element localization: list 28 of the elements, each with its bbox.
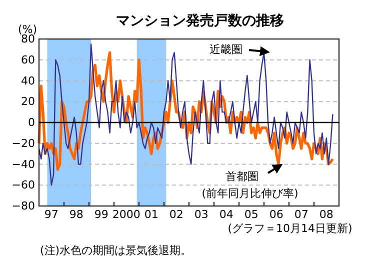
x-tick-label: 97	[44, 208, 58, 221]
y-tick-label: −40	[12, 158, 35, 171]
chart-title: マンション発売戸数の推移	[116, 13, 284, 29]
x-tick-label: 03	[194, 208, 208, 221]
text: (グラフ＝10月14日更新)	[228, 222, 352, 235]
y-tick-label: 40	[21, 74, 35, 88]
series-label: 首都圏	[226, 170, 258, 183]
x-tick-label: 06	[269, 208, 284, 221]
x-tick-label: 02	[169, 208, 184, 221]
y-tick-label: −80	[12, 200, 35, 213]
x-tick-label: 2000	[112, 208, 140, 221]
x-tick-label: 08	[319, 208, 334, 221]
x-tick-label: 04	[219, 208, 234, 221]
text: (注)水色の期間は景気後退期。	[40, 244, 192, 257]
y-tick-label: 0	[28, 116, 35, 130]
y-tick-label: 20	[21, 95, 35, 108]
x-tick-label: 98	[69, 208, 84, 221]
y-tick-label: −60	[12, 178, 35, 192]
y-tick-label: 60	[21, 53, 35, 66]
annotation: (前年同月比伸び率)	[202, 187, 298, 200]
x-tick-label: 05	[244, 208, 258, 221]
x-tick-label: 07	[294, 208, 308, 221]
series-label: 近畿圏	[210, 43, 242, 56]
y-tick-label: −20	[12, 136, 35, 150]
x-tick-label: 01	[144, 208, 158, 221]
y-axis-title: (%)	[18, 23, 38, 36]
x-tick-label: 99	[94, 208, 108, 221]
line-series	[38, 44, 334, 186]
